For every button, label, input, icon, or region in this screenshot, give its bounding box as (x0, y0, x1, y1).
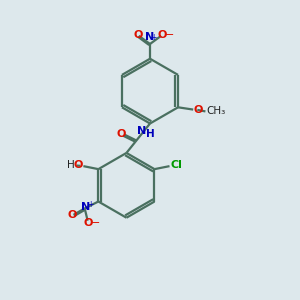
Text: O: O (134, 30, 143, 40)
Text: H: H (67, 160, 74, 170)
Text: O: O (194, 105, 203, 115)
Text: N: N (137, 126, 146, 136)
Text: O: O (83, 218, 93, 228)
Text: +: + (87, 200, 93, 209)
Text: N: N (146, 32, 154, 42)
Text: O: O (116, 129, 125, 139)
Text: N: N (81, 202, 90, 212)
Text: −: − (91, 218, 101, 228)
Text: O: O (68, 210, 77, 220)
Text: +: + (151, 33, 157, 42)
Text: O: O (74, 160, 83, 170)
Text: O: O (157, 30, 167, 40)
Text: −: − (165, 30, 175, 40)
Text: Cl: Cl (171, 160, 183, 170)
Text: H: H (146, 129, 155, 139)
Text: CH₃: CH₃ (207, 106, 226, 116)
